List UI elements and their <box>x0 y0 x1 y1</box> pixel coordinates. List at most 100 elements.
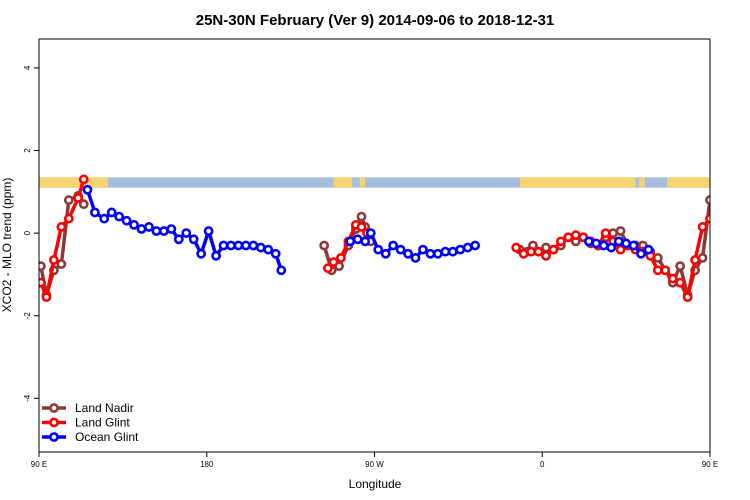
data-point <box>714 192 721 199</box>
data-point <box>675 277 686 288</box>
data-point <box>129 219 139 230</box>
data-point <box>705 213 710 224</box>
data-point <box>181 228 192 239</box>
data-point <box>432 248 443 259</box>
data-point <box>365 228 376 239</box>
data-point <box>541 250 551 261</box>
data-point <box>352 234 363 245</box>
data-point <box>719 201 726 208</box>
data-point <box>226 240 236 251</box>
data-point <box>727 209 734 216</box>
land-band-segment <box>639 177 645 188</box>
data-point <box>652 265 663 276</box>
data-point <box>56 222 67 232</box>
data-point <box>660 265 671 276</box>
legend-marker <box>49 432 59 442</box>
series-land-glint <box>39 174 726 303</box>
data-point <box>78 199 89 210</box>
data-point <box>719 186 726 193</box>
land-band-segment <box>39 177 108 188</box>
data-point <box>106 207 117 218</box>
series-line-segment <box>693 226 705 261</box>
data-point <box>608 228 618 239</box>
series-line-segment <box>44 259 56 298</box>
series-line-segment <box>745 212 750 216</box>
series-line-segment <box>717 179 723 198</box>
data-point <box>336 252 346 263</box>
series-line-segment <box>717 196 723 204</box>
y-tick-label: 4 <box>23 65 32 70</box>
data-point <box>418 244 428 255</box>
y-tick-label: 0 <box>23 230 32 235</box>
data-point <box>323 263 333 274</box>
data-point <box>615 226 626 236</box>
data-point <box>39 277 46 288</box>
data-point <box>621 238 632 249</box>
y-axis-label: XCO2 - MLO trend (ppm) <box>0 178 14 313</box>
data-point <box>328 257 339 267</box>
legend-label: Ocean Glint <box>75 430 139 444</box>
data-point <box>360 236 371 247</box>
data-point <box>380 248 391 259</box>
x-tick-label: 90 W <box>365 460 384 469</box>
data-point <box>136 224 147 234</box>
data-point <box>56 259 67 269</box>
data-point <box>533 246 544 257</box>
data-point <box>690 255 700 265</box>
x-axis-label: Longitude <box>349 477 402 491</box>
land-band-segment <box>359 177 366 188</box>
data-point <box>196 248 207 259</box>
y-axis: -4 -2 0 2 4 <box>23 65 39 402</box>
data-point <box>203 226 214 236</box>
legend-item: Ocean Glint <box>42 430 139 444</box>
legend-item: Land Glint <box>42 416 130 430</box>
land-band-segment <box>667 177 710 188</box>
data-point <box>63 213 74 224</box>
data-point <box>82 184 93 195</box>
data-point <box>591 238 602 249</box>
data-point <box>705 195 710 205</box>
data-point <box>240 240 251 251</box>
x-tick-label: 90 E <box>31 460 47 469</box>
data-point <box>356 222 367 232</box>
data-point <box>121 215 132 226</box>
legend-item: Land Nadir <box>42 401 134 415</box>
y-tick-label: -4 <box>23 394 32 402</box>
data-point <box>49 255 59 265</box>
land-ocean-band <box>39 177 710 188</box>
series-line-segment <box>723 190 730 213</box>
y-tick-label: -2 <box>23 312 32 320</box>
data-point <box>734 215 741 222</box>
data-point <box>682 292 693 303</box>
data-point <box>356 211 367 222</box>
legend-label: Land Nadir <box>75 401 134 415</box>
land-band-segment <box>519 177 636 188</box>
data-point <box>440 246 451 257</box>
data-point <box>636 248 646 259</box>
data-point <box>90 207 100 218</box>
data-point <box>248 240 259 251</box>
series-ocean-glint <box>82 184 750 276</box>
data-point <box>555 236 566 247</box>
data-point <box>73 193 84 203</box>
data-point <box>144 222 154 232</box>
series-line-segment <box>709 198 710 201</box>
data-point <box>158 226 169 236</box>
data-point <box>541 242 551 253</box>
data-point <box>188 234 199 245</box>
data-point <box>697 252 708 263</box>
y-tick-label: 2 <box>23 148 32 153</box>
data-point <box>39 261 46 272</box>
data-point <box>714 194 721 201</box>
series-line-segment <box>59 199 71 265</box>
legend-label: Land Glint <box>75 416 130 430</box>
series-line-segment <box>685 259 697 298</box>
data-point <box>455 244 466 255</box>
data-point <box>255 242 266 253</box>
legend-marker <box>49 403 59 413</box>
data-point <box>719 176 726 183</box>
data-point <box>166 224 177 234</box>
data-point <box>697 222 708 232</box>
data-point <box>403 248 413 259</box>
